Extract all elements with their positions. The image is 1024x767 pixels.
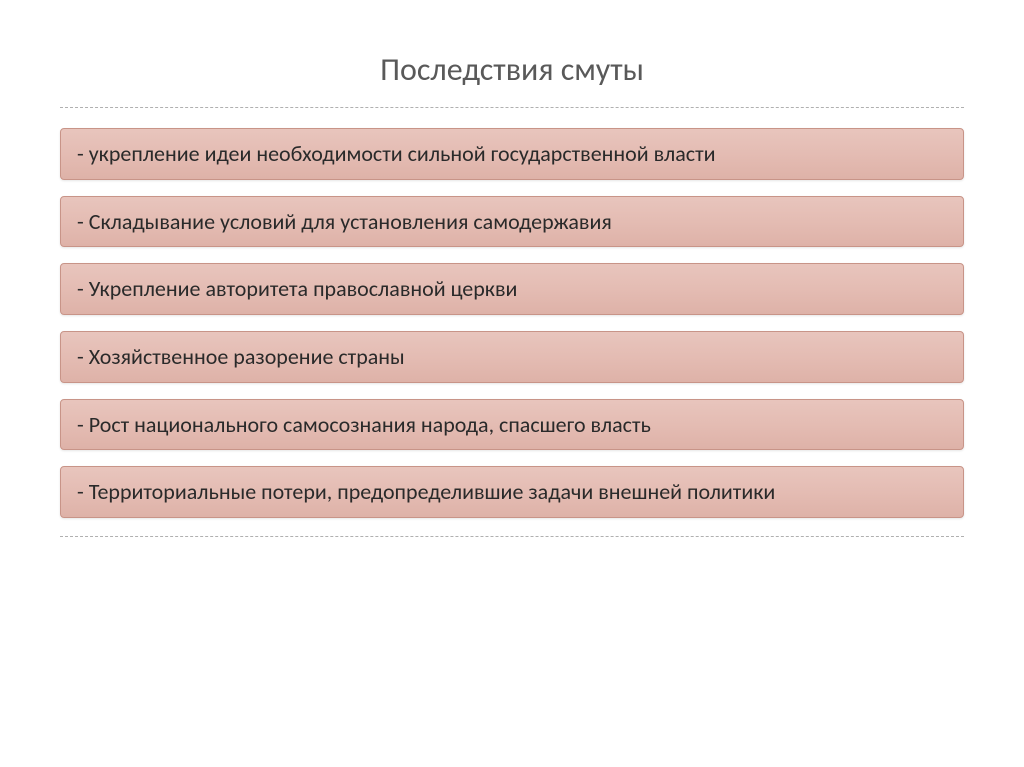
list-item: - Складывание условий для установления с… (60, 196, 964, 248)
slide-title: Последствия смуты (60, 50, 964, 89)
divider-bottom (60, 536, 964, 537)
list-item: - Хозяйственное разорение страны (60, 331, 964, 383)
list-item: - укрепление идеи необходимости сильной … (60, 128, 964, 180)
divider-top (60, 107, 964, 108)
list-item: - Укрепление авторитета православной цер… (60, 263, 964, 315)
list-item: - Рост национального самосознания народа… (60, 399, 964, 451)
list-item: - Территориальные потери, предопределивш… (60, 466, 964, 518)
